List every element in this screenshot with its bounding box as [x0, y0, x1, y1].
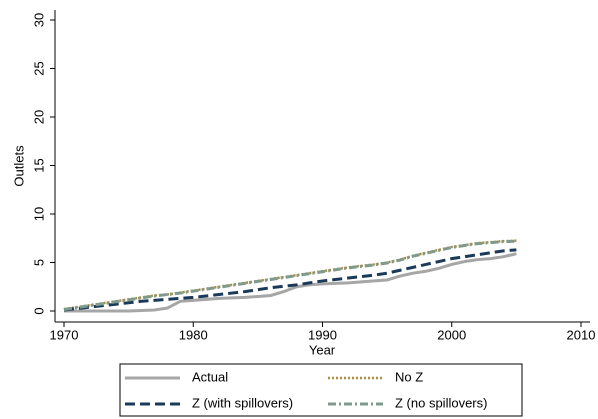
legend-label: Z (no spillovers): [395, 395, 487, 410]
y-axis-title: Outlets: [11, 145, 26, 187]
y-tick-label: 10: [31, 207, 46, 221]
series-line: [63, 239, 517, 312]
x-tick-label: 1990: [308, 327, 337, 342]
x-tick-label: 2000: [437, 327, 466, 342]
legend-label: Z (with spillovers): [192, 395, 293, 410]
legend-label: No Z: [395, 369, 423, 384]
legend-label: Actual: [192, 369, 228, 384]
y-tick-label: 30: [31, 13, 46, 27]
y-tick-label: 15: [31, 158, 46, 172]
legend: [119, 363, 523, 417]
y-tick-label: 25: [31, 61, 46, 75]
x-axis-title: Year: [309, 342, 336, 357]
y-tick-label: 20: [31, 110, 46, 124]
y-tick-label: 5: [31, 259, 46, 266]
series-line: [64, 252, 517, 313]
x-tick-label: 2010: [567, 327, 596, 342]
x-tick-label: 1970: [50, 327, 79, 342]
y-tick-label: 0: [31, 307, 46, 314]
x-tick-label: 1980: [179, 327, 208, 342]
series-line: [63, 248, 517, 312]
